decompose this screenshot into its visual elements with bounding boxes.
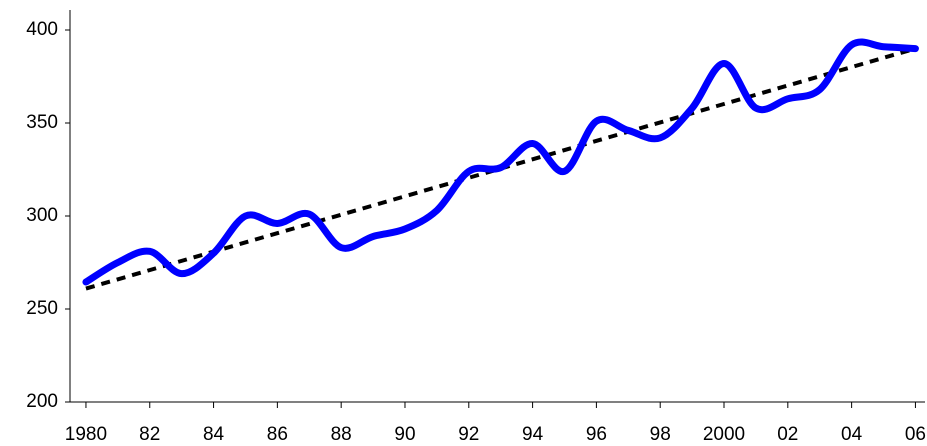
x-tick-label: 96	[586, 424, 607, 445]
x-tick-label: 88	[331, 424, 352, 445]
y-tick-label: 350	[26, 112, 58, 133]
x-tick-label: 02	[777, 424, 798, 445]
y-tick-label: 300	[26, 205, 58, 226]
x-tick-label: 06	[905, 424, 926, 445]
x-tick-label: 82	[139, 424, 160, 445]
x-tick-label: 90	[394, 424, 415, 445]
x-tick-label: 92	[458, 424, 479, 445]
y-tick-label: 400	[26, 19, 58, 40]
x-tick-label: 86	[267, 424, 288, 445]
x-tick-label: 2000	[703, 424, 745, 445]
x-tick-label: 04	[841, 424, 863, 445]
x-tick-label: 1980	[65, 424, 107, 445]
x-tick-label: 84	[203, 424, 225, 445]
y-tick-label: 250	[26, 298, 58, 319]
x-tick-label: 98	[650, 424, 671, 445]
data-line	[82, 38, 919, 286]
y-tick-label: 200	[26, 391, 58, 412]
x-tick-label: 94	[522, 424, 544, 445]
